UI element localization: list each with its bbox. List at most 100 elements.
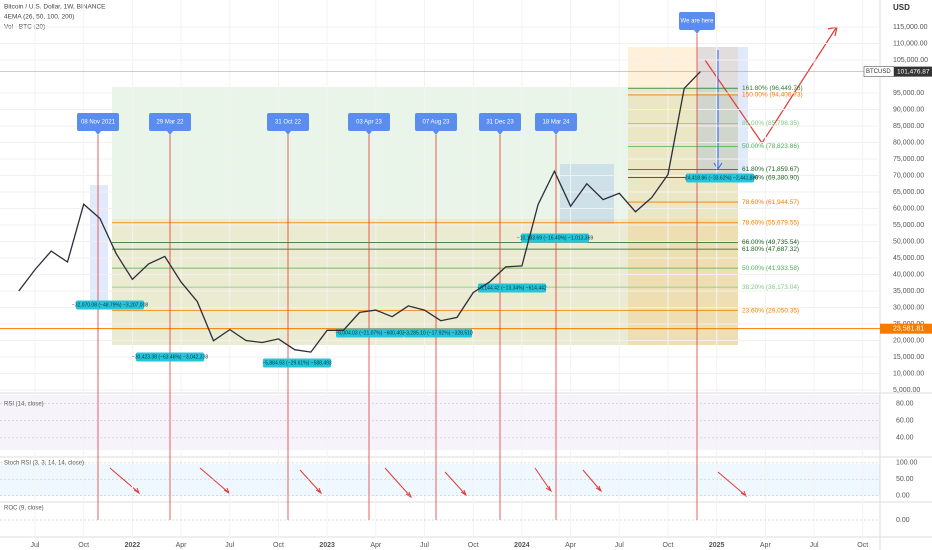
event-pointer (95, 131, 101, 135)
fib-label: 50.00% (78,823.86) (742, 143, 799, 150)
event-pointer (497, 131, 503, 135)
event-box (415, 113, 457, 131)
measure-label: −6,144.42 (−13.34%) −614,442 (477, 285, 547, 291)
measure-box (404, 328, 472, 338)
measure-box (90, 185, 108, 305)
x-tick-label: 2023 (319, 542, 335, 549)
currency: USD (893, 3, 910, 12)
measure-box (263, 358, 331, 368)
x-tick-label: 2022 (125, 542, 141, 549)
fib-label: 150.00% (94,406.73) (742, 92, 803, 99)
event-label: 31 Dec 23 (486, 120, 514, 126)
event-label: We are here (681, 19, 715, 25)
price-line (18, 71, 701, 353)
x-tick-label: Oct (78, 542, 89, 549)
x-tick-label: 2024 (514, 542, 530, 549)
y-tick-label: 60,000.00 (893, 205, 924, 212)
fib-label: 78.60% (61,944.57) (742, 199, 799, 206)
pane-label: Stoch RSI (3, 3, 14, 14, close) (4, 461, 84, 467)
fib-label: 66.00% (69,380.90) (742, 174, 799, 181)
measure-box (478, 283, 546, 293)
y-tick-label: 10,000.00 (893, 370, 924, 377)
event-box (267, 113, 309, 131)
y-tick-label: 55,000.00 (893, 222, 924, 229)
stoch-band (0, 464, 880, 496)
y-tick-label: 50,000.00 (893, 238, 924, 245)
y-tick-label: 20,000.00 (893, 337, 924, 344)
measure-box (560, 164, 614, 224)
fib-label: 23.60% (29,050.35) (742, 307, 799, 314)
price-tag (894, 66, 932, 77)
measure-box (336, 328, 404, 338)
pane-label: ROC (9, close) (4, 506, 44, 512)
event-pointer (553, 131, 559, 135)
event-label: 31 Oct 22 (275, 120, 302, 126)
pane-label: RSI (14, close) (4, 402, 44, 408)
event-box (348, 113, 390, 131)
x-tick-label: Apr (760, 542, 772, 549)
event-box (479, 113, 521, 131)
x-tick-label: Oct (468, 542, 479, 549)
y-tick-label: 85,000.00 (893, 123, 924, 130)
measure-label: −24,418.86 (−33.62%) −2,441,886 (682, 175, 759, 181)
x-tick-label: Jul (225, 542, 234, 549)
event-label: 18 Mar 24 (542, 120, 570, 126)
x-tick-label: Jul (420, 542, 429, 549)
event-pointer (167, 131, 173, 135)
event-pointer (433, 131, 439, 135)
event-box (679, 12, 715, 30)
measure-label: −3,285.10 (−17.92%) −328,510 (403, 330, 473, 336)
y-tick-label: 65,000.00 (893, 189, 924, 196)
measure-label: −6,004.03 (−21.07%) −600,403 (335, 330, 405, 336)
event-label: 03 Apr 23 (356, 120, 382, 126)
pane-tick-label: 100.00 (896, 460, 918, 467)
y-tick-label: 15,000.00 (893, 354, 924, 361)
pane-tick-label: 0.00 (896, 492, 910, 499)
measure-box (136, 352, 204, 362)
price-tag-label: 101,476.87 (897, 68, 930, 75)
x-tick-label: Oct (857, 542, 868, 549)
x-tick-label: Oct (663, 542, 674, 549)
measure-box (686, 173, 754, 183)
pane-tick-label: 40.00 (896, 435, 914, 442)
y-tick-label: 95,000.00 (893, 90, 924, 97)
price-tag-label: 23,581.81 (893, 326, 924, 333)
x-tick-label: Jul (810, 542, 819, 549)
y-tick-label: 40,000.00 (893, 271, 924, 278)
measure-box (697, 47, 748, 177)
measure-box (521, 233, 589, 243)
fib-label: 50.00% (41,933.58) (742, 265, 799, 272)
y-tick-label: 110,000.00 (893, 40, 928, 47)
x-tick-label: Apr (565, 542, 577, 549)
event-label: 07 Aug 23 (422, 120, 450, 126)
fib-label: 38.20% (36,173.04) (742, 284, 799, 291)
event-pointer (694, 30, 700, 34)
stoch-arrows (109, 467, 748, 499)
event-pointer (285, 131, 291, 135)
y-tick-label: 70,000.00 (893, 172, 924, 179)
event-box (149, 113, 191, 131)
y-tick-label: 105,000.00 (893, 57, 928, 64)
measure-label: −10,133.69 (−16.40%) −1,013,369 (517, 235, 594, 241)
pane-tick-label: 0.00 (896, 517, 910, 524)
pane-tick-label: 50.00 (896, 476, 914, 483)
y-tick-label: 5,000.00 (893, 387, 920, 394)
fib-label: 85.00% (85,798.35) (742, 120, 799, 127)
y-tick-label: 90,000.00 (893, 106, 924, 113)
measure-label: −30,423.38 (−63.46%) −3,042,338 (132, 354, 209, 360)
measure-label: −32,070.08 (−48.79%) −3,207,008 (72, 302, 149, 308)
fib-label: 61.80% (71,859.67) (742, 166, 799, 173)
price-tag (880, 323, 932, 334)
event-box (77, 113, 119, 131)
y-tick-label: 75,000.00 (893, 156, 924, 163)
measure-label: −5,884.93 (−29.61%) −588,493 (262, 360, 332, 366)
x-tick-label: Jul (31, 542, 40, 549)
x-tick-label: Oct (273, 542, 284, 549)
fib-label: 61.80% (47,687.32) (742, 246, 799, 253)
y-tick-label: 115,000.00 (893, 24, 928, 31)
event-box (535, 113, 577, 131)
measure-box (76, 300, 144, 310)
fib-label: 66.00% (49,735.54) (742, 239, 799, 246)
y-tick-label: 30,000.00 (893, 304, 924, 311)
